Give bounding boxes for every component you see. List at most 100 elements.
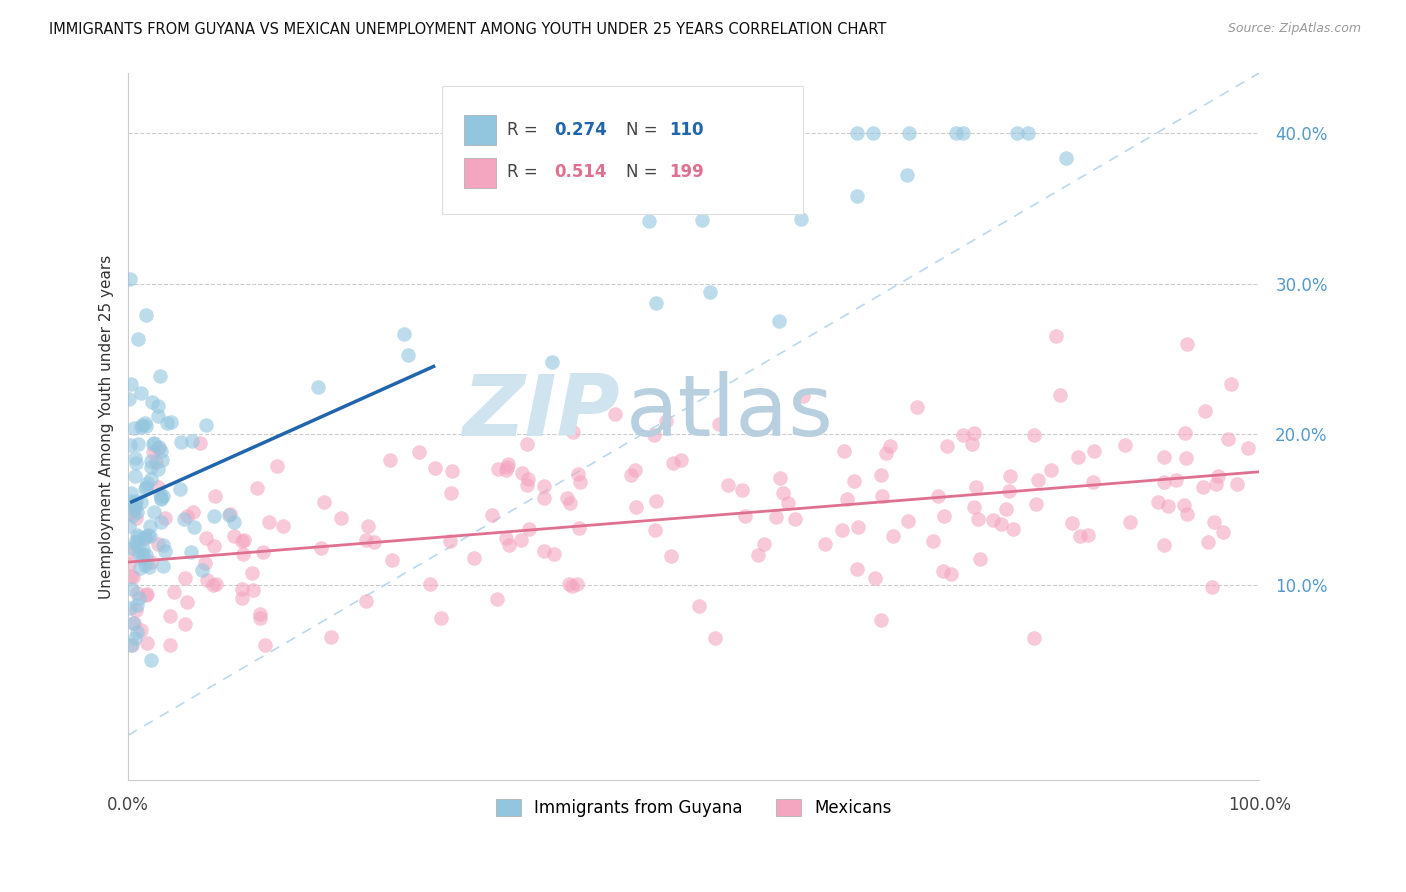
Point [626, 500, 648, 514]
Point [516, 471, 538, 485]
Point [148, 462, 170, 476]
Point [1083, 444, 1105, 458]
Point [1236, 441, 1258, 455]
Point [202, 508, 225, 523]
Point [620, 467, 643, 482]
Point [222, 529, 245, 543]
FancyBboxPatch shape [464, 115, 496, 145]
Point [1218, 432, 1240, 446]
Point [481, 508, 503, 522]
Point [246, 481, 269, 495]
Point [127, 505, 149, 519]
Point [125, 534, 148, 549]
Point [655, 414, 678, 428]
Point [121, 638, 143, 652]
Point [138, 560, 160, 574]
Point [194, 557, 217, 571]
Point [329, 510, 352, 524]
Point [127, 437, 149, 451]
Point [118, 519, 141, 533]
Point [731, 483, 754, 497]
Point [254, 638, 277, 652]
Y-axis label: Unemployment Among Youth under 25 years: Unemployment Among Youth under 25 years [100, 254, 114, 599]
Point [135, 419, 157, 434]
Point [357, 519, 380, 533]
Point [311, 541, 333, 555]
Point [127, 530, 149, 544]
Point [1001, 522, 1024, 536]
Point [897, 514, 920, 528]
Point [129, 386, 152, 401]
Point [533, 543, 555, 558]
Point [1024, 631, 1046, 645]
Point [176, 595, 198, 609]
Point [1045, 329, 1067, 343]
Point [408, 445, 430, 459]
Point [142, 504, 165, 518]
Point [862, 126, 884, 140]
Point [134, 530, 156, 544]
Point [150, 444, 173, 458]
Point [131, 417, 153, 432]
Point [927, 489, 949, 503]
Point [146, 441, 169, 455]
Point [1067, 450, 1090, 464]
Point [232, 547, 254, 561]
Point [785, 512, 807, 526]
Point [118, 493, 141, 508]
Point [124, 535, 146, 549]
Point [645, 296, 668, 310]
Point [1118, 515, 1140, 529]
Point [173, 571, 195, 585]
Point [152, 559, 174, 574]
Point [778, 496, 800, 510]
Point [419, 577, 441, 591]
Point [394, 327, 416, 342]
Point [266, 458, 288, 473]
Point [509, 533, 531, 547]
Point [252, 545, 274, 559]
Point [932, 509, 955, 524]
Point [896, 168, 918, 182]
Point [120, 601, 142, 615]
Point [1054, 151, 1077, 165]
Point [905, 400, 928, 414]
Point [159, 638, 181, 652]
Point [717, 478, 740, 492]
Point [121, 582, 143, 596]
Point [688, 599, 710, 613]
Point [846, 126, 869, 140]
Point [565, 576, 588, 591]
Point [202, 578, 225, 592]
Point [543, 547, 565, 561]
Point [752, 537, 775, 551]
Point [127, 539, 149, 553]
Point [1005, 126, 1028, 140]
Point [128, 591, 150, 605]
Point [967, 512, 990, 526]
Point [195, 573, 218, 587]
Point [1153, 475, 1175, 489]
Point [138, 528, 160, 542]
Point [271, 518, 294, 533]
Point [162, 585, 184, 599]
Point [122, 508, 145, 523]
Point [540, 355, 562, 369]
Point [240, 566, 263, 581]
Point [134, 558, 156, 572]
Point [439, 534, 461, 549]
Point [932, 564, 955, 578]
Point [149, 486, 172, 500]
Point [222, 515, 245, 529]
Point [218, 508, 240, 522]
Point [149, 516, 172, 530]
Point [156, 417, 179, 431]
Point [141, 472, 163, 486]
Point [555, 491, 578, 505]
Point [131, 419, 153, 434]
Point [218, 507, 240, 521]
Point [558, 496, 581, 510]
Point [174, 616, 197, 631]
Point [1175, 336, 1198, 351]
Point [533, 479, 555, 493]
